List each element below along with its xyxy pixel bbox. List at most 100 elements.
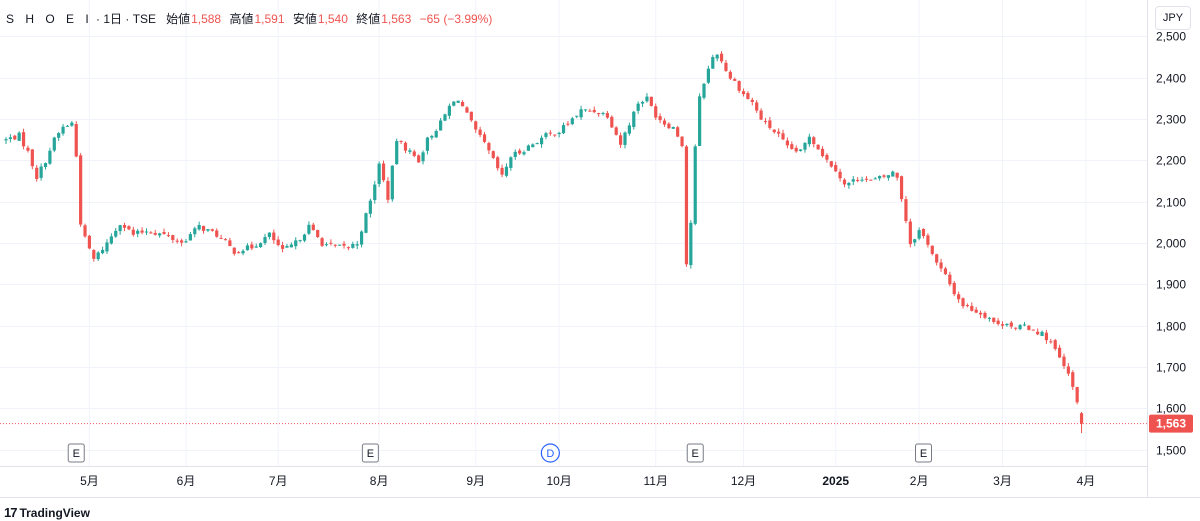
candle: [755, 100, 759, 113]
candle: [70, 120, 74, 127]
last-price-label: 1,563: [1156, 417, 1186, 431]
candle: [741, 88, 746, 97]
time-axis[interactable]: 5月 6月 7月 8月 9月 10月 11月 12月 2025 2月 3月 4月: [80, 474, 1095, 488]
candle-body: [395, 141, 399, 165]
candle-body: [895, 172, 899, 178]
candle-body: [943, 268, 948, 275]
candle: [443, 113, 447, 122]
candle-body: [425, 137, 430, 151]
candle-body: [531, 144, 535, 148]
earnings-marker-label: E: [920, 448, 927, 460]
candle: [1009, 320, 1013, 329]
open-label: 始値: [166, 12, 191, 26]
candle-body: [285, 245, 289, 248]
candle-body: [632, 111, 636, 128]
candle: [241, 249, 245, 256]
candle-body: [92, 250, 96, 259]
candle: [267, 232, 271, 240]
candle: [860, 176, 864, 183]
candle: [632, 110, 636, 130]
candle: [965, 303, 970, 308]
currency-button[interactable]: JPY: [1155, 6, 1191, 30]
candle: [856, 177, 860, 183]
candle: [364, 212, 368, 234]
candle: [614, 126, 618, 136]
candle-body: [412, 151, 416, 156]
candle: [118, 224, 122, 235]
candle-body: [553, 134, 557, 136]
candle-body: [588, 110, 592, 112]
candle-body: [219, 237, 223, 239]
candle-body: [671, 126, 675, 129]
candle: [215, 228, 219, 238]
candle: [899, 175, 904, 202]
candle: [1000, 321, 1005, 329]
earnings-marker[interactable]: E: [915, 443, 933, 463]
dividend-marker-circle: [540, 443, 560, 463]
candle: [333, 244, 337, 248]
candle-body: [250, 244, 254, 249]
candle: [917, 227, 921, 241]
symbol-name[interactable]: S H O E I: [6, 12, 93, 26]
candle-body: [935, 254, 939, 263]
candle-body: [430, 135, 434, 138]
candle: [403, 141, 408, 154]
low-value: 1,540: [317, 12, 348, 26]
candle-body: [649, 96, 653, 106]
low-label: 安値: [292, 12, 317, 26]
candle-body: [746, 93, 750, 99]
tradingview-logo[interactable]: 17 TradingView: [4, 505, 90, 520]
candle: [263, 233, 267, 245]
candle: [52, 136, 56, 153]
candle: [935, 253, 939, 266]
candle-body: [873, 178, 877, 180]
candle: [1022, 321, 1027, 327]
price-axis[interactable]: 1,500 1,600 1,700 1,800 1,900 2,000 2,100 2,200…: [1156, 30, 1186, 458]
candle-body: [491, 151, 495, 158]
candle-body: [1040, 331, 1044, 336]
candle-body: [171, 235, 175, 240]
earnings-marker[interactable]: E: [686, 443, 704, 463]
candle-body: [180, 240, 184, 243]
earnings-marker[interactable]: E: [67, 443, 85, 463]
candle: [553, 134, 557, 137]
candle: [1066, 363, 1070, 377]
candle-body: [280, 245, 285, 249]
candle: [21, 128, 26, 150]
candle-body: [978, 312, 983, 315]
candle: [575, 115, 579, 119]
candle: [557, 131, 561, 138]
candle: [452, 101, 456, 107]
candle: [623, 131, 627, 149]
candle-body: [777, 131, 781, 134]
candle-body: [583, 109, 588, 111]
candle: [259, 242, 263, 248]
candle-body: [105, 242, 109, 252]
candle: [131, 226, 135, 237]
candle: [399, 140, 403, 145]
candle: [825, 153, 829, 163]
candle-body: [421, 152, 425, 162]
candle: [166, 232, 171, 237]
candle: [676, 125, 680, 138]
candle-body: [882, 175, 886, 177]
candle: [338, 244, 342, 246]
candle: [978, 310, 983, 319]
dividend-marker[interactable]: D: [540, 443, 560, 463]
grid-lines: [0, 0, 1147, 466]
candle-body: [237, 252, 241, 254]
candle: [412, 149, 416, 158]
candle-body: [706, 68, 710, 83]
candle-body: [741, 91, 746, 95]
candle: [171, 234, 175, 244]
candle-body: [1014, 327, 1018, 329]
candle-body: [952, 282, 956, 295]
candle: [785, 137, 790, 149]
candle-body: [869, 179, 873, 181]
candle-body: [1058, 347, 1062, 358]
candle-body: [825, 154, 829, 160]
candle-body: [43, 163, 48, 168]
earnings-marker[interactable]: E: [361, 443, 379, 463]
time-tick-label: 3月: [993, 474, 1012, 488]
